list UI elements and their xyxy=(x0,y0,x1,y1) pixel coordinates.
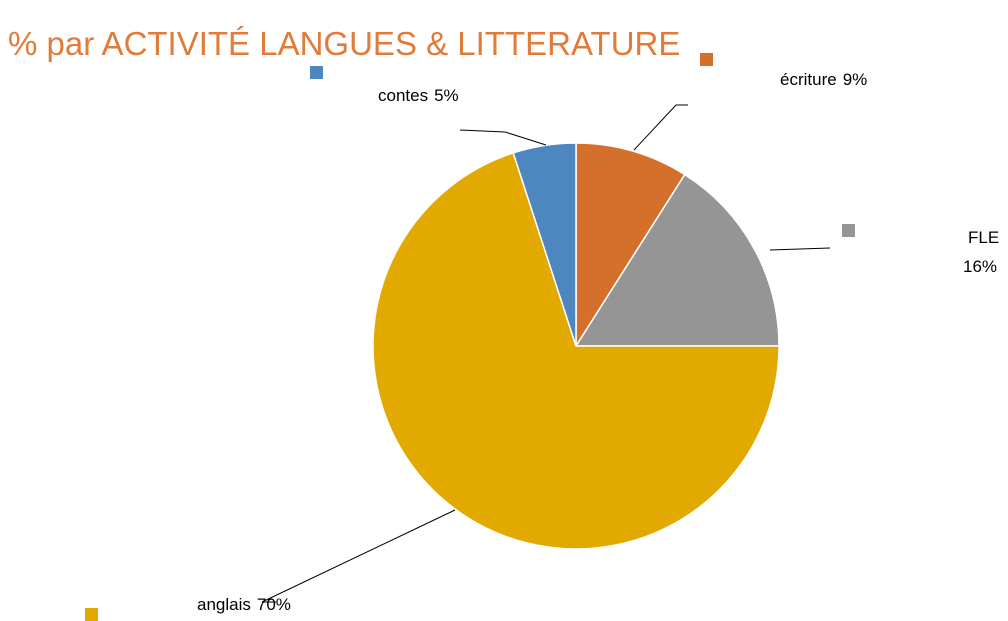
data-label: contes 5% xyxy=(378,86,459,105)
label-value: 9% xyxy=(843,70,868,89)
pie-slice xyxy=(575,142,686,349)
data-label: 16% xyxy=(963,257,997,276)
leader-line xyxy=(633,104,688,151)
labels: écriture 9% FLE 16% anglais 70% contes 5% xyxy=(85,53,999,621)
label-category: écriture xyxy=(780,70,837,89)
label-value: 5% xyxy=(434,86,459,105)
chart-title: % par ACTIVITÉ LANGUES & LITTERATURE xyxy=(8,25,680,62)
legend-swatch xyxy=(85,608,98,621)
label-value: 70% xyxy=(257,595,291,614)
legend-swatch xyxy=(842,224,855,237)
data-label: FLE xyxy=(968,228,999,247)
label-value: 16% xyxy=(963,257,997,276)
pie-slice xyxy=(372,151,780,550)
label-category: FLE xyxy=(968,228,999,247)
label-category: anglais xyxy=(197,595,251,614)
leader-line xyxy=(769,247,831,251)
data-label: anglais 70% xyxy=(197,595,291,614)
label-category: contes xyxy=(378,86,428,105)
pie-slice xyxy=(574,173,780,347)
pie xyxy=(372,142,780,550)
data-label: écriture 9% xyxy=(780,70,867,89)
legend-swatch xyxy=(700,53,713,66)
leader-line xyxy=(459,129,547,146)
leader-line xyxy=(261,509,456,603)
pie-slice xyxy=(512,142,577,347)
legend-swatch xyxy=(310,66,323,79)
